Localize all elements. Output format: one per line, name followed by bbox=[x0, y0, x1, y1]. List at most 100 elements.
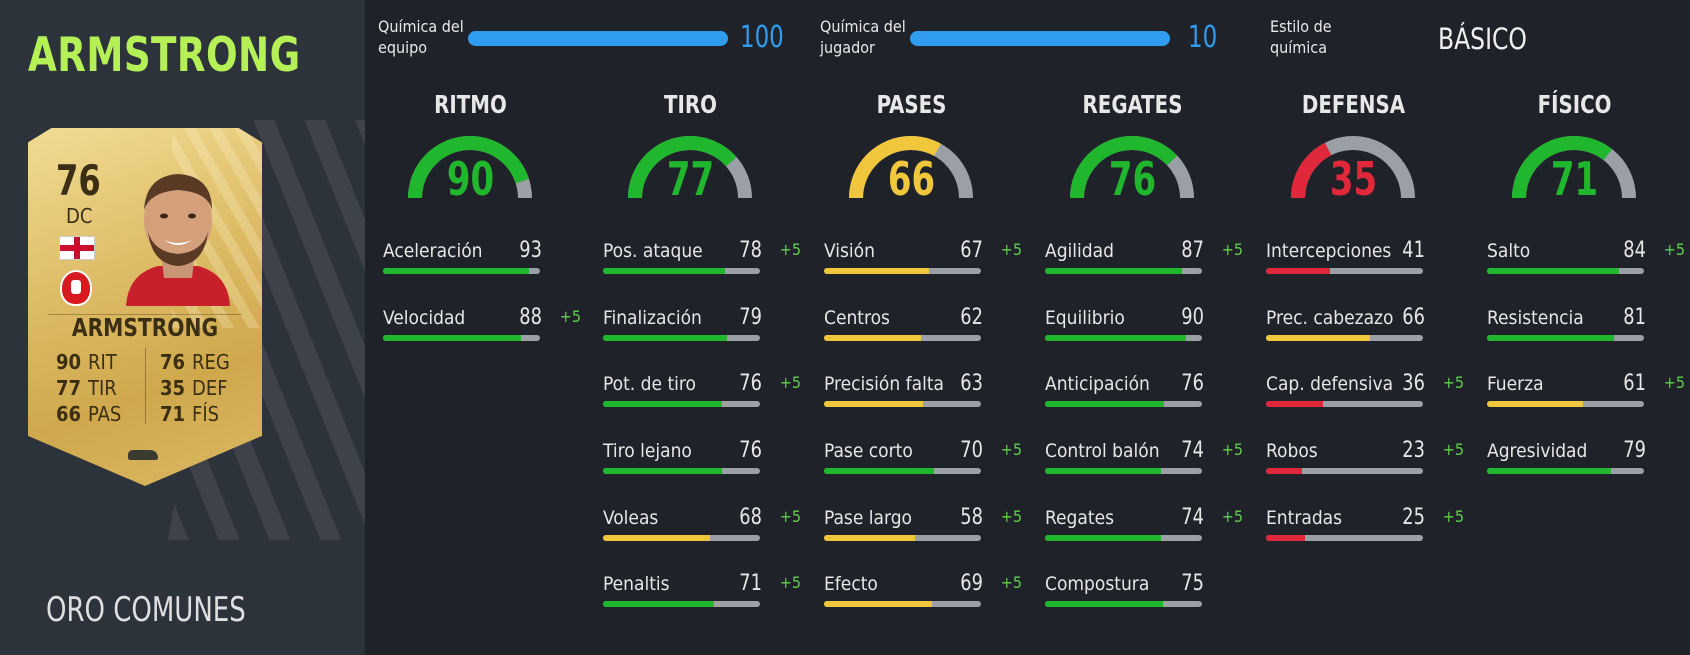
attribute-name: Equilibrio bbox=[1045, 307, 1125, 329]
attribute-bar bbox=[1045, 335, 1202, 341]
category-title: RITMO bbox=[434, 90, 507, 119]
player-panel: ARMSTRONG 76 DC ARMSTRONG 90 RIT 77 TIR 66… bbox=[0, 0, 365, 655]
attribute-row[interactable]: Penaltis 71 +5 bbox=[603, 571, 801, 613]
attribute-bar-fill bbox=[383, 268, 529, 274]
attribute-bar-fill bbox=[603, 401, 723, 407]
category-gauge bbox=[408, 136, 532, 199]
attribute-bar bbox=[603, 335, 760, 341]
attribute-row[interactable]: Aceleración 93 bbox=[383, 238, 573, 280]
attribute-bar-fill bbox=[1487, 468, 1612, 474]
card-stat-tir: 77 TIR bbox=[56, 376, 117, 400]
attribute-row[interactable]: Compostura 75 bbox=[1045, 571, 1235, 613]
attribute-bar-fill bbox=[824, 401, 923, 407]
attribute-boost: +5 bbox=[559, 307, 581, 326]
category-value: 35 bbox=[1329, 152, 1378, 206]
attribute-value: 70 bbox=[960, 438, 983, 463]
attribute-bar bbox=[824, 401, 981, 407]
attribute-boost: +5 bbox=[779, 373, 801, 392]
attribute-row[interactable]: Pase corto 70 +5 bbox=[824, 438, 1022, 480]
attribute-boost: +5 bbox=[1221, 240, 1243, 259]
attribute-row[interactable]: Equilibrio 90 bbox=[1045, 305, 1235, 347]
attribute-name: Entradas bbox=[1266, 507, 1343, 529]
category-3: REGATES 76 Agilidad 87 +5 Equilibrio 90 Anticip… bbox=[1045, 0, 1243, 655]
attribute-bar bbox=[1266, 335, 1423, 341]
attribute-row[interactable]: Precisión falta 63 bbox=[824, 371, 1014, 413]
player-card[interactable]: 76 DC ARMSTRONG 90 RIT 77 TIR 66 PAS 76 REG … bbox=[28, 128, 262, 486]
attribute-row[interactable]: Velocidad 88 +5 bbox=[383, 305, 581, 347]
attribute-boost: +5 bbox=[779, 507, 801, 526]
attribute-name: Pase largo bbox=[824, 507, 913, 529]
team-chemistry-bar bbox=[468, 31, 728, 46]
england-flag-icon bbox=[59, 236, 95, 260]
attribute-bar bbox=[603, 268, 760, 274]
attribute-row[interactable]: Anticipación 76 bbox=[1045, 371, 1235, 413]
gauge-fill bbox=[849, 136, 973, 199]
attribute-name: Precisión falta bbox=[824, 373, 945, 395]
category-value: 71 bbox=[1550, 152, 1599, 206]
attribute-name: Control balón bbox=[1045, 440, 1160, 462]
attribute-row[interactable]: Fuerza 61 +5 bbox=[1487, 371, 1685, 413]
attribute-row[interactable]: Agresividad 79 bbox=[1487, 438, 1677, 480]
attribute-row[interactable]: Robos 23 +5 bbox=[1266, 438, 1464, 480]
attribute-name: Resistencia bbox=[1487, 307, 1584, 329]
category-value: 66 bbox=[887, 152, 936, 206]
attribute-bar bbox=[603, 535, 760, 541]
attribute-boost: +5 bbox=[1000, 507, 1022, 526]
attribute-bar bbox=[1266, 468, 1423, 474]
attribute-row[interactable]: Efecto 69 +5 bbox=[824, 571, 1022, 613]
category-4: DEFENSA 35 Intercepciones 41 Prec. cabezazo 6… bbox=[1266, 0, 1464, 655]
gauge-fill bbox=[1512, 136, 1636, 199]
attribute-boost: +5 bbox=[1221, 440, 1243, 459]
attribute-name: Regates bbox=[1045, 507, 1114, 529]
attribute-bar bbox=[1045, 401, 1202, 407]
attribute-row[interactable]: Pot. de tiro 76 +5 bbox=[603, 371, 801, 413]
attribute-row[interactable]: Visión 67 +5 bbox=[824, 238, 1022, 280]
attribute-bar-fill bbox=[1487, 401, 1583, 407]
attribute-value: 69 bbox=[960, 571, 983, 596]
attribute-row[interactable]: Salto 84 +5 bbox=[1487, 238, 1685, 280]
card-stat-rit: 90 RIT bbox=[56, 350, 117, 374]
attribute-bar bbox=[1266, 401, 1423, 407]
attribute-bar-fill bbox=[603, 535, 710, 541]
attribute-row[interactable]: Centros 62 bbox=[824, 305, 1014, 347]
attribute-bar bbox=[824, 535, 981, 541]
attribute-bar bbox=[603, 601, 760, 607]
attribute-bar bbox=[824, 268, 981, 274]
attribute-name: Agilidad bbox=[1045, 240, 1114, 262]
attribute-bar bbox=[1266, 535, 1423, 541]
attribute-bar-fill bbox=[1487, 335, 1615, 341]
category-value: 77 bbox=[666, 152, 715, 206]
attribute-bar bbox=[1045, 468, 1202, 474]
attribute-row[interactable]: Intercepciones 41 bbox=[1266, 238, 1456, 280]
attribute-value: 81 bbox=[1623, 305, 1646, 330]
category-title: FÍSICO bbox=[1537, 90, 1612, 119]
attribute-row[interactable]: Prec. cabezazo 66 bbox=[1266, 305, 1456, 347]
attribute-bar bbox=[1045, 535, 1202, 541]
attribute-row[interactable]: Regates 74 +5 bbox=[1045, 505, 1243, 547]
category-value: 90 bbox=[446, 152, 495, 206]
attribute-bar-fill bbox=[1266, 468, 1303, 474]
attribute-row[interactable]: Agilidad 87 +5 bbox=[1045, 238, 1243, 280]
attribute-row[interactable]: Entradas 25 +5 bbox=[1266, 505, 1464, 547]
attribute-row[interactable]: Pos. ataque 78 +5 bbox=[603, 238, 801, 280]
attribute-row[interactable]: Voleas 68 +5 bbox=[603, 505, 801, 547]
attribute-bar-fill bbox=[824, 335, 922, 341]
attribute-bar-fill bbox=[1266, 401, 1323, 407]
attribute-boost: +5 bbox=[1663, 240, 1685, 259]
attribute-name: Pot. de tiro bbox=[603, 373, 696, 395]
attribute-row[interactable]: Resistencia 81 bbox=[1487, 305, 1677, 347]
attribute-row[interactable]: Cap. defensiva 36 +5 bbox=[1266, 371, 1464, 413]
attribute-row[interactable]: Tiro lejano 76 bbox=[603, 438, 793, 480]
player-name: ARMSTRONG bbox=[28, 28, 301, 83]
attribute-bar bbox=[824, 335, 981, 341]
attribute-name: Intercepciones bbox=[1266, 240, 1392, 262]
card-stat-fis: 71 FÍS bbox=[160, 402, 220, 426]
attribute-row[interactable]: Finalización 79 bbox=[603, 305, 793, 347]
attribute-bar bbox=[603, 468, 760, 474]
attribute-row[interactable]: Pase largo 58 +5 bbox=[824, 505, 1022, 547]
card-divider bbox=[48, 314, 242, 315]
category-1: TIRO 77 Pos. ataque 78 +5 Finalización 79 Pot. … bbox=[603, 0, 801, 655]
attribute-row[interactable]: Control balón 74 +5 bbox=[1045, 438, 1243, 480]
attribute-name: Fuerza bbox=[1487, 373, 1544, 395]
attribute-bar-fill bbox=[1266, 535, 1306, 541]
